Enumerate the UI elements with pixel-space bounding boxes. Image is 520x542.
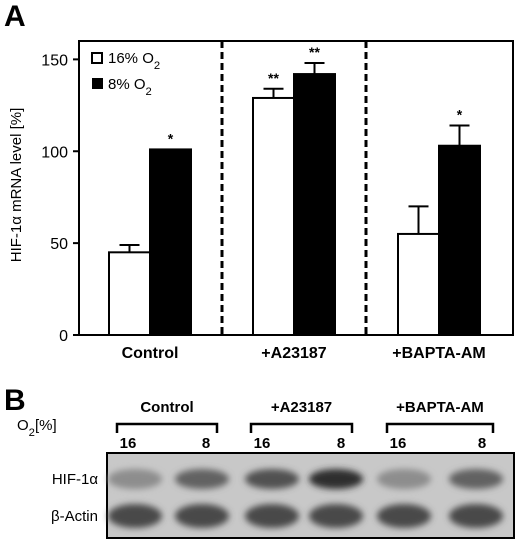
legend: 16% O2 8% O2 bbox=[91, 50, 160, 98]
blot-lane-label: 16 bbox=[390, 435, 407, 452]
bar-a23187-8-percent bbox=[293, 73, 336, 336]
blot-lane-groups: Control 16 8 +A23187 16 8 +BAPTA-AM 16 8 bbox=[115, 399, 495, 452]
blot-group-bracket bbox=[385, 422, 495, 433]
blot-band bbox=[245, 469, 299, 489]
panel-label-a: A bbox=[4, 0, 26, 33]
legend-swatch-8-percent bbox=[92, 78, 103, 89]
blot-lane-label: 8 bbox=[202, 435, 210, 452]
legend-swatch-16-percent bbox=[91, 52, 103, 64]
x-axis-labels: Control +A23187 +BAPTA-AM bbox=[122, 345, 486, 362]
significance-marker: ** bbox=[268, 70, 279, 86]
blot-group-label-bapta-am: +BAPTA-AM bbox=[396, 399, 484, 416]
y-tick-label: 50 bbox=[50, 236, 68, 253]
blot-band bbox=[377, 504, 431, 528]
blot-row-labels: HIF-1α β-Actin bbox=[51, 471, 98, 525]
blot-band bbox=[175, 504, 229, 528]
x-tick-label-control: Control bbox=[122, 345, 179, 362]
bar-bapta-am-8-percent bbox=[438, 144, 481, 336]
y-axis-label: HIF-1α mRNA level [%] bbox=[8, 108, 25, 263]
blot-band bbox=[108, 504, 162, 528]
bar-control-8-percent bbox=[149, 148, 192, 336]
blot-lane-label: 16 bbox=[120, 435, 137, 452]
blot-group-label-a23187: +A23187 bbox=[271, 399, 332, 416]
y-axis-ticks: 0 50 100 150 bbox=[41, 52, 79, 345]
blot-frame bbox=[106, 452, 515, 539]
y-tick-label: 100 bbox=[41, 144, 68, 161]
blot-band bbox=[108, 469, 162, 489]
x-tick-label-a23187: +A23187 bbox=[261, 345, 326, 362]
y-tick-label: 150 bbox=[41, 52, 68, 69]
x-tick-label-bapta-am: +BAPTA-AM bbox=[392, 345, 485, 362]
blot-group-bracket bbox=[249, 422, 354, 433]
legend-label-16-percent: 16% O2 bbox=[108, 50, 160, 72]
legend-label-8-percent: 8% O2 bbox=[108, 76, 152, 98]
blot-bands bbox=[108, 469, 503, 528]
blot-lane-label: 8 bbox=[337, 435, 345, 452]
bars: ****** bbox=[108, 44, 481, 337]
blot-lane-label: 16 bbox=[254, 435, 271, 452]
blot-row-label-beta-actin: β-Actin bbox=[51, 508, 98, 525]
bar-bapta-am-16-percent bbox=[397, 232, 440, 336]
blot-row-label-hif-1a: HIF-1α bbox=[52, 471, 99, 488]
blot-group-label-control: Control bbox=[140, 399, 193, 416]
bar-control-16-percent bbox=[108, 251, 151, 336]
blot-group-bracket bbox=[115, 422, 219, 433]
panel-label-b: B bbox=[4, 384, 26, 417]
bar-a23187-16-percent bbox=[252, 96, 295, 337]
blot-band bbox=[449, 469, 503, 489]
significance-marker: ** bbox=[309, 44, 320, 60]
significance-marker: * bbox=[457, 107, 463, 123]
blot-band bbox=[175, 469, 229, 489]
blot-band bbox=[245, 504, 299, 528]
significance-marker: * bbox=[168, 130, 174, 146]
blot-band bbox=[377, 469, 431, 489]
blot-lane-label: 8 bbox=[478, 435, 486, 452]
y-tick-label: 0 bbox=[59, 328, 68, 345]
blot-band bbox=[309, 469, 363, 489]
o2-percent-label: O2[%] bbox=[17, 417, 57, 439]
blot-band bbox=[449, 504, 503, 528]
blot-band bbox=[309, 504, 363, 528]
